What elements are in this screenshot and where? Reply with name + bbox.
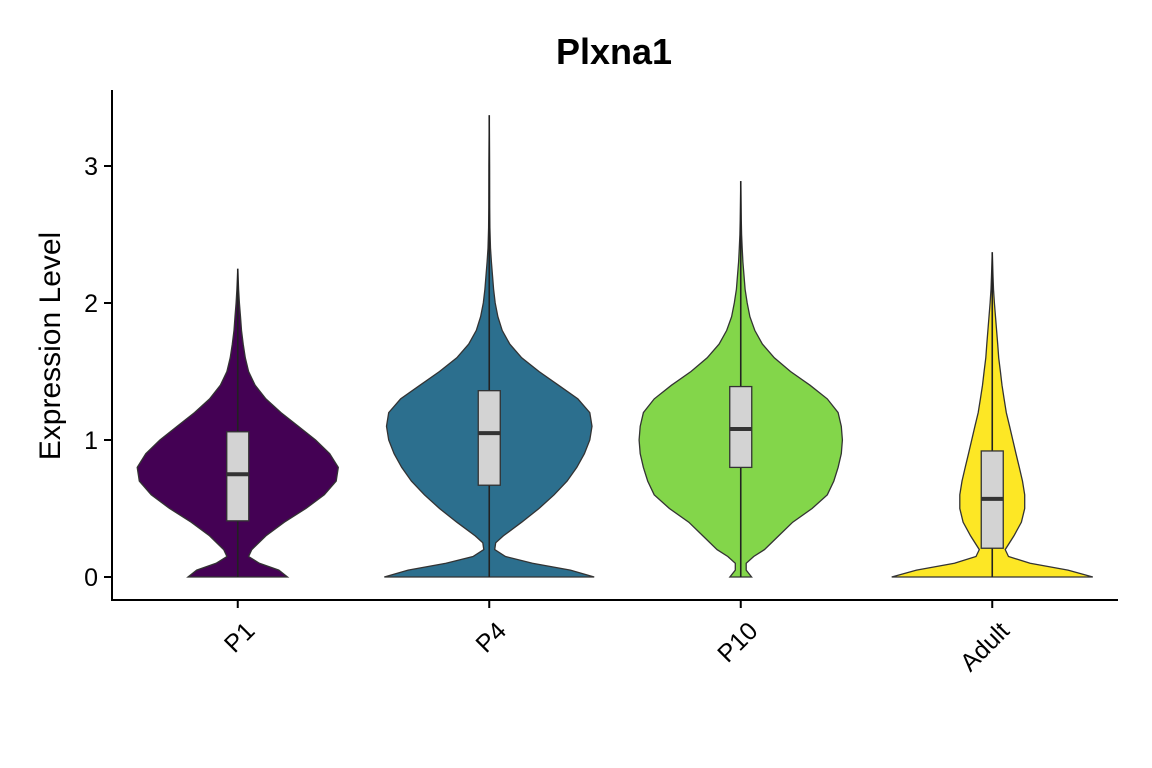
box-p4 [477, 390, 501, 486]
y-tick-label-2: 2 [84, 290, 98, 318]
x-tick-label-p1: P1 [219, 617, 260, 658]
x-tick-label-p4: P4 [471, 617, 512, 658]
x-tick-label-adult: Adult [955, 617, 1015, 677]
y-tick-label-3: 3 [84, 153, 98, 181]
y-tick-label-1: 1 [84, 427, 98, 455]
chart-title: Plxna1 [556, 31, 672, 72]
violins-layer [136, 115, 1093, 578]
y-axis-label: Expression Level [34, 232, 67, 460]
x-tick-label-p10: P10 [712, 617, 763, 668]
box-p10 [729, 385, 753, 469]
box-p1 [226, 431, 250, 522]
y-tick-label-0: 0 [84, 564, 98, 592]
